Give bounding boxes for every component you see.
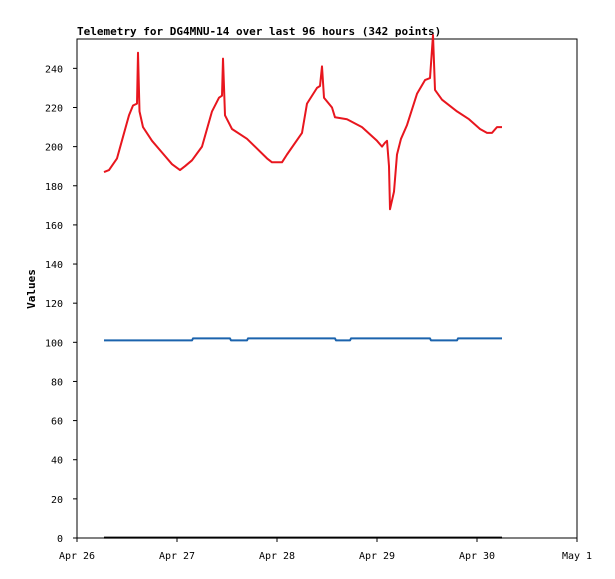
- series-line-2: [104, 337, 502, 342]
- x-tick-label: Apr 26: [59, 551, 95, 562]
- y-tick-label: 120: [45, 299, 63, 310]
- y-tick-label: 20: [51, 495, 63, 506]
- x-tick-label: Apr 30: [459, 551, 495, 562]
- y-tick-label: 0: [57, 534, 63, 545]
- x-tick-label: Apr 27: [159, 551, 195, 562]
- y-tick-label: 80: [51, 377, 63, 388]
- y-tick-label: 240: [45, 64, 63, 75]
- y-tick-label: 180: [45, 182, 63, 193]
- y-tick-label: 200: [45, 143, 63, 154]
- y-tick-label: 160: [45, 221, 63, 232]
- series-layer: [103, 34, 502, 539]
- series-line-1: [103, 34, 502, 211]
- y-tick-label: 100: [45, 338, 63, 349]
- y-tick-label: 60: [51, 417, 63, 428]
- x-tick-label: May 1: [562, 551, 592, 562]
- plot-area-frame: [76, 38, 578, 539]
- x-tick-label: Apr 28: [259, 551, 295, 562]
- y-axis-label: Values: [25, 269, 38, 309]
- x-tick-label: Apr 29: [359, 551, 395, 562]
- y-tick-label: 140: [45, 260, 63, 271]
- y-tick-label: 40: [51, 456, 63, 467]
- x-axis: Apr 26 Apr 27 Apr 28 Apr 29 Apr 30 May 1: [59, 538, 592, 562]
- chart-title: Telemetry for DG4MNU-14 over last 96 hou…: [77, 25, 441, 38]
- y-axis: 0 20 40 60 80 100 120 140 160 180 200 220 240: [45, 64, 77, 545]
- y-tick-label: 220: [45, 103, 63, 114]
